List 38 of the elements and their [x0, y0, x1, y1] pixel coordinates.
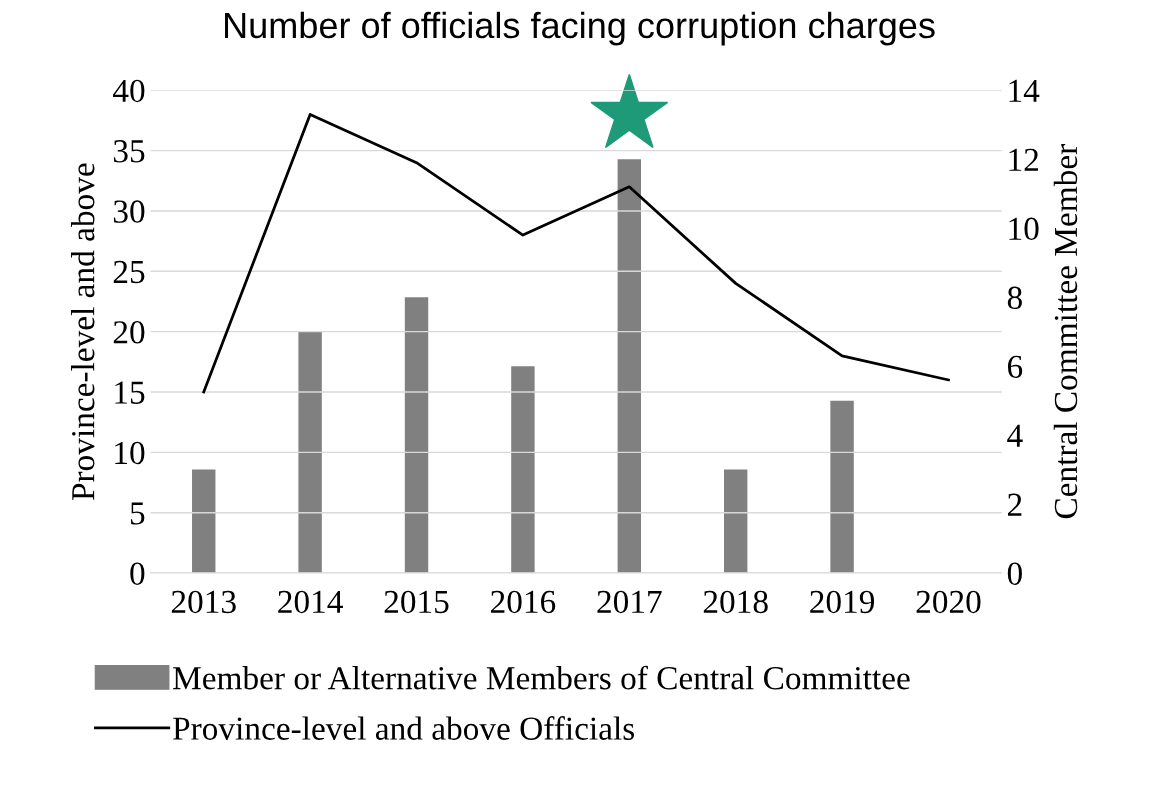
y-tick-label: 20 — [113, 321, 145, 344]
y2-tick-label: 4 — [1007, 424, 1023, 447]
y2-tick-label: 12 — [1009, 148, 1039, 171]
legend-label: Member or Alternative Members of Central Committee — [173, 665, 910, 690]
y2-tick-label: 8 — [1007, 286, 1022, 310]
y-tick-label: 30 — [113, 200, 145, 223]
bar — [192, 469, 216, 574]
y-tick-label: 10 — [115, 441, 145, 465]
line-series — [202, 113, 950, 394]
x-tick-label: 2015 — [384, 590, 449, 614]
y2-tick-label: 10 — [1009, 217, 1039, 241]
x-tick-label: 2013 — [171, 590, 236, 614]
y2-axis-title: Central Committee Member — [1053, 144, 1078, 519]
y-tick-label: 35 — [113, 140, 145, 163]
x-tick-label: 2019 — [810, 590, 875, 614]
legend-label: Province-level and above Officials — [173, 716, 635, 740]
chart-title: Number of officials facing corruption charges — [225, 11, 935, 46]
bar — [511, 366, 535, 574]
y-tick-label: 40 — [113, 79, 145, 103]
y2-tick-label: 2 — [1007, 493, 1022, 516]
x-tick-label: 2017 — [597, 590, 662, 614]
x-tick-label: 2014 — [278, 590, 343, 614]
y2-tick-label: 6 — [1007, 355, 1023, 379]
bar — [298, 331, 322, 574]
y2-tick-label: 14 — [1009, 79, 1040, 102]
bar — [723, 469, 748, 574]
y-tick-label: 0 — [130, 562, 145, 585]
bar — [830, 400, 854, 574]
y-axis-title: Province-level and above — [71, 163, 95, 501]
y-tick-label: 25 — [113, 260, 145, 284]
x-tick-label: 2020 — [916, 590, 981, 614]
y2-tick-label: 0 — [1007, 562, 1022, 585]
bar — [404, 297, 429, 574]
x-tick-label: 2018 — [703, 590, 768, 614]
y-tick-label: 15 — [115, 381, 145, 404]
y-tick-label: 5 — [130, 502, 145, 525]
x-tick-label: 2016 — [491, 590, 556, 614]
bar — [617, 159, 641, 574]
